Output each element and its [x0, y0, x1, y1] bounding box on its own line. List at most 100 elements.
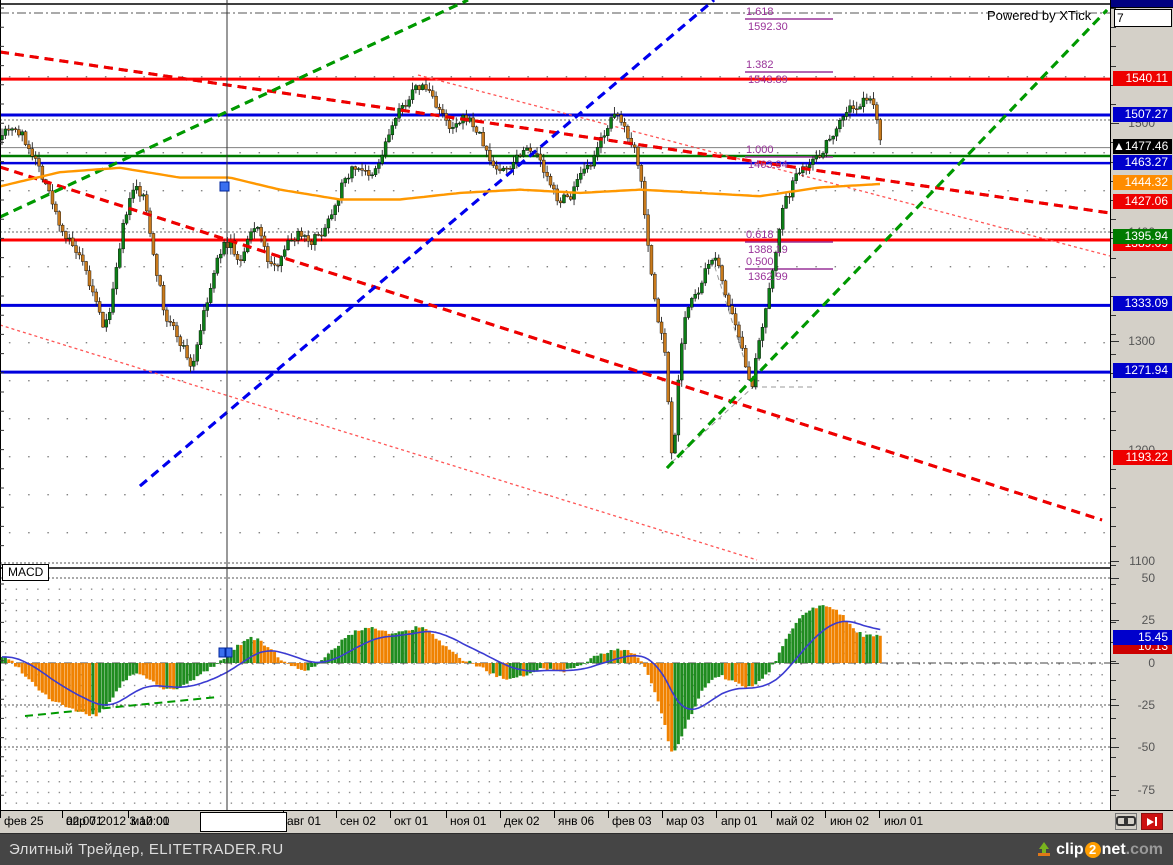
price-scale-label: -75 [1137, 783, 1155, 797]
axis-tick [1111, 565, 1116, 566]
axis-tick-major [1111, 561, 1119, 562]
axis-tick [1111, 488, 1116, 489]
chart-canvas[interactable] [0, 0, 1110, 833]
price-tag: 1463.27 [1113, 155, 1172, 170]
time-axis-label: июн 02 [830, 814, 870, 828]
logo-two-badge: 2 [1084, 841, 1101, 858]
time-axis-tick [771, 811, 772, 818]
fib-value-label: 1388.19 [748, 244, 788, 256]
export-arrow-icon [1147, 817, 1157, 826]
time-axis-tick [62, 811, 63, 818]
price-tag: 1444.32 [1113, 175, 1172, 190]
link-button[interactable] [1115, 813, 1137, 830]
time-axis-tick [446, 811, 447, 818]
axis-tick [1111, 546, 1116, 547]
axis-tick [1111, 469, 1116, 470]
axis-tick [1111, 661, 1116, 662]
axis-value-input[interactable]: 7 [1114, 9, 1172, 27]
axis-tick [1111, 430, 1116, 431]
axis-tick [1111, 718, 1116, 719]
fib-value-label: 1543.89 [748, 74, 788, 86]
time-axis-label: фев 25 [4, 814, 44, 828]
axis-tick [1111, 526, 1116, 527]
logo-net: net [1101, 840, 1126, 858]
price-tag: 1193.22 [1113, 450, 1172, 465]
fib-ratio-label: 0.500 [746, 256, 774, 268]
axis-tick-major [1111, 578, 1119, 579]
datetime-edit-box [200, 812, 287, 832]
time-axis-tick [608, 811, 609, 818]
axis-tick [1111, 66, 1116, 67]
axis-tick [1111, 258, 1116, 259]
axis-tick [1111, 334, 1116, 335]
time-axis-label: апр 01 [721, 814, 758, 828]
upload-arrow-icon [1037, 842, 1052, 857]
price-tag: 1395.94 [1113, 229, 1172, 244]
time-axis-tick [336, 811, 337, 818]
price-tag: 1427.06 [1113, 194, 1172, 209]
price-axis[interactable]: 7 1500140013001200110050250-25-50-751389… [1110, 0, 1173, 833]
axis-tick-major [1111, 123, 1119, 124]
fib-ratio-label: 1.382 [746, 59, 774, 71]
powered-by-label: Powered by XTick [987, 8, 1092, 23]
status-bar-title: Элитный Трейдер, ELITETRADER.RU [9, 841, 284, 858]
axis-tick [1111, 315, 1116, 316]
price-tag: 1540.11 [1113, 71, 1172, 86]
time-axis-label: июл 01 [884, 814, 924, 828]
price-tag: 1507.27 [1113, 107, 1172, 122]
price-scale-label: -50 [1137, 740, 1155, 754]
axis-tick [1111, 795, 1116, 796]
time-axis-tick [825, 811, 826, 818]
fib-ratio-label: 0.618 [746, 229, 774, 241]
axis-tick-major [1111, 747, 1119, 748]
time-axis-tick [128, 811, 129, 818]
price-tag: 15.45 [1113, 630, 1172, 645]
time-axis-tick [879, 811, 880, 818]
axis-tick [1111, 392, 1116, 393]
time-axis-tick [662, 811, 663, 818]
time-axis-label: дек 02 [504, 814, 540, 828]
axis-tick [1111, 507, 1116, 508]
axis-tick [1111, 8, 1116, 9]
fib-value-label: 1463.94 [748, 159, 788, 171]
axis-tick [1111, 622, 1116, 623]
time-axis-tick [0, 811, 1, 818]
price-tag: ▲1477.46 [1113, 139, 1172, 154]
time-axis-label: апр 01 [66, 814, 103, 828]
time-axis-label: мар 03 [666, 814, 705, 828]
time-axis-label: окт 01 [394, 814, 429, 828]
axis-tick [1111, 27, 1116, 28]
axis-tick [1111, 354, 1116, 355]
time-axis-label: май 01 [131, 814, 170, 828]
fib-ratio-label: 1.618 [746, 6, 774, 18]
axis-tick [1111, 757, 1116, 758]
time-axis-label: май 02 [776, 814, 815, 828]
clip2net-logo[interactable]: clip 2 net .com [1037, 841, 1163, 859]
axis-tick [1111, 219, 1116, 220]
macd-panel-label: MACD [2, 564, 50, 581]
fib-value-label: 1362.99 [748, 271, 788, 283]
axis-tick [1111, 603, 1116, 604]
logo-clip: clip [1056, 840, 1084, 858]
axis-tick [1111, 699, 1116, 700]
export-button[interactable] [1141, 813, 1163, 830]
price-scale-label: 50 [1141, 571, 1155, 585]
time-axis-label: янв 06 [558, 814, 595, 828]
time-axis[interactable]: 02.07.2012 3:10:00 фев 25 апр 01 май 01 авг… [0, 810, 1173, 833]
axis-tick [1111, 46, 1116, 47]
axis-tick [1111, 680, 1116, 681]
time-axis-tick [716, 811, 717, 818]
axis-tick [1111, 738, 1116, 739]
time-axis-label: ноя 01 [450, 814, 487, 828]
time-axis-label: сен 02 [340, 814, 376, 828]
status-bar: Элитный Трейдер, ELITETRADER.RU clip 2 n… [0, 833, 1173, 865]
time-axis-label: авг 01 [287, 814, 322, 828]
price-scale-label: 1300 [1128, 334, 1155, 348]
axis-tick [1111, 776, 1116, 777]
crosshair-datetime-readout: 02.07.2012 3:10:00 [66, 814, 170, 828]
time-axis-label: фев 03 [612, 814, 652, 828]
axis-tick-major [1111, 663, 1119, 664]
axis-tick-major [1111, 620, 1119, 621]
fib-ratio-label: 1.000 [746, 144, 774, 156]
